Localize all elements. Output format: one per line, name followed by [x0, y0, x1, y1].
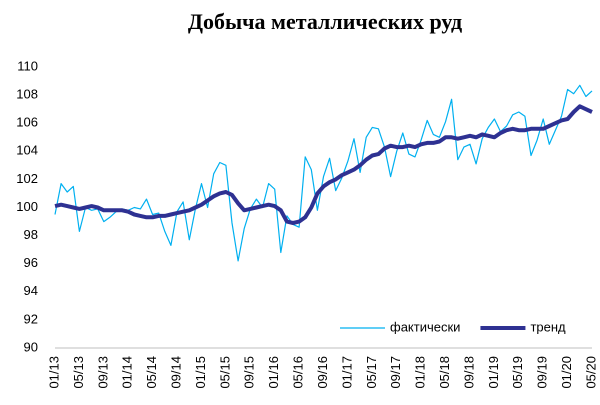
y-tick-label: 108: [16, 87, 38, 102]
x-tick-label: 05/14: [144, 356, 159, 389]
x-tick-label: 01/15: [193, 356, 208, 389]
x-tick-label: 01/13: [46, 356, 61, 389]
x-tick-label: 01/18: [413, 356, 428, 389]
x-tick-label: 01/19: [486, 356, 501, 389]
legend-label: фактически: [390, 319, 460, 334]
y-tick-label: 98: [24, 227, 38, 242]
x-tick-label: 09/15: [242, 356, 257, 389]
x-tick-label: 01/20: [559, 356, 574, 389]
series-line: [54, 84, 593, 262]
x-tick-label: 05/20: [583, 356, 598, 389]
x-tick-label: 01/14: [120, 356, 135, 389]
x-tick-label: 01/17: [339, 356, 354, 389]
x-tick-label: 05/19: [510, 356, 525, 389]
series-line: [54, 104, 593, 225]
x-tick-label: 09/16: [315, 356, 330, 389]
y-tick-label: 106: [16, 115, 38, 130]
y-tick-label: 100: [16, 199, 38, 214]
y-tick-label: 94: [24, 283, 38, 298]
chart-title: Добыча металлических руд: [188, 9, 462, 34]
y-tick-label: 104: [16, 143, 38, 158]
y-tick-label: 102: [16, 171, 38, 186]
x-tick-label: 09/17: [388, 356, 403, 389]
y-tick-label: 92: [24, 311, 38, 326]
y-tick-label: 96: [24, 255, 38, 270]
x-tick-label: 09/13: [95, 356, 110, 389]
y-tick-label: 110: [17, 58, 38, 73]
x-tick-label: 09/14: [168, 356, 183, 389]
x-tick-label: 09/19: [535, 356, 550, 389]
x-tick-label: 05/15: [217, 356, 232, 389]
x-tick-label: 05/13: [71, 356, 86, 389]
x-tick-label: 05/17: [364, 356, 379, 389]
legend-label: тренд: [530, 319, 566, 334]
x-tick-label: 05/18: [437, 356, 452, 389]
x-tick-label: 09/18: [461, 356, 476, 389]
x-tick-label: 01/16: [266, 356, 281, 389]
x-tick-label: 05/16: [291, 356, 306, 389]
y-tick-label: 90: [24, 339, 38, 354]
